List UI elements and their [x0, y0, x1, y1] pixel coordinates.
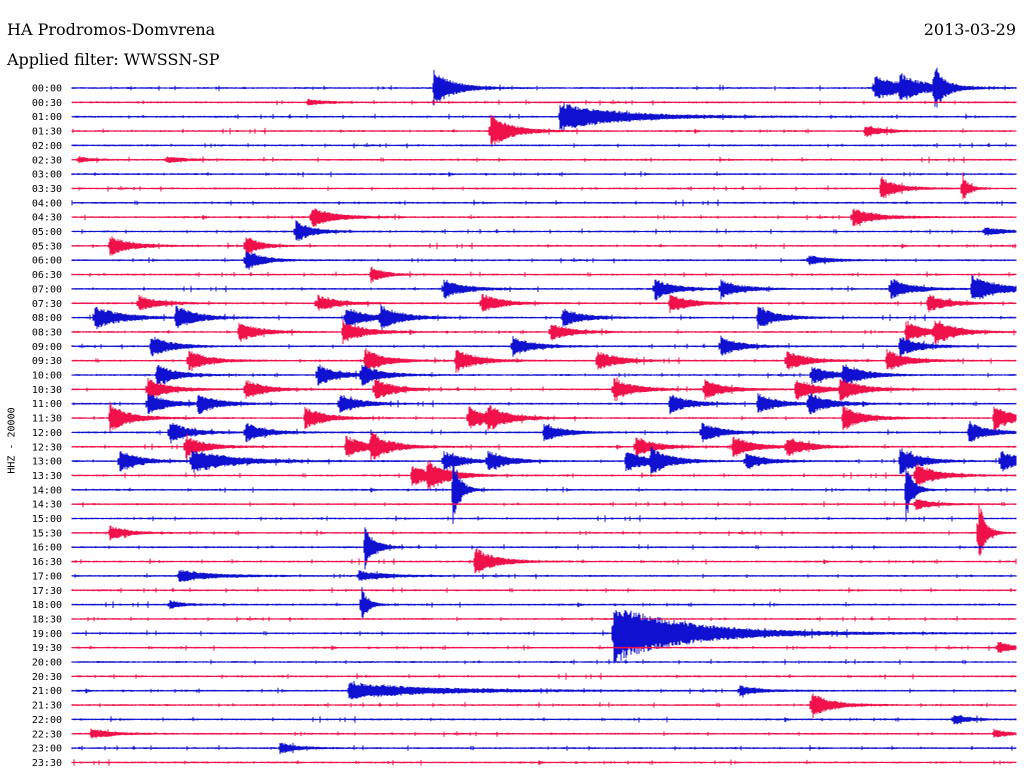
row-label-0600: 06:00	[32, 256, 62, 267]
row-label-0130: 01:30	[32, 127, 62, 138]
row-label-0500: 05:00	[32, 227, 62, 238]
row-label-1230: 12:30	[32, 442, 62, 453]
row-label-2330: 23:30	[32, 758, 62, 769]
row-label-1000: 10:00	[32, 371, 62, 382]
row-label-2100: 21:00	[32, 686, 62, 697]
trace-row-1900	[71, 610, 1017, 664]
row-label-0230: 02:30	[32, 155, 62, 166]
row-label-1700: 17:00	[32, 571, 62, 582]
trace-row-1630	[71, 548, 1017, 574]
trace-row-2100	[71, 681, 1017, 700]
row-label-1730: 17:30	[32, 586, 62, 597]
trace-row-2130	[71, 693, 1017, 719]
row-label-0030: 00:30	[32, 98, 62, 109]
row-label-0400: 04:00	[32, 198, 62, 209]
row-label-1300: 13:00	[32, 457, 62, 468]
row-label-0730: 07:30	[32, 299, 62, 310]
row-label-1830: 18:30	[32, 614, 62, 625]
row-label-1200: 12:00	[32, 428, 62, 439]
row-label-1600: 16:00	[32, 543, 62, 554]
row-label-1330: 13:30	[32, 471, 62, 482]
trace-row-0700	[71, 275, 1017, 301]
row-label-1900: 19:00	[32, 629, 62, 640]
row-label-2000: 20:00	[32, 658, 62, 669]
trace-row-1800	[71, 587, 1017, 619]
row-label-2030: 20:30	[32, 672, 62, 683]
row-label-1100: 11:00	[32, 399, 62, 410]
row-label-2130: 21:30	[32, 701, 62, 712]
row-label-0530: 05:30	[32, 241, 62, 252]
row-label-0700: 07:00	[32, 284, 62, 295]
row-label-0930: 09:30	[32, 356, 62, 367]
trace-row-0330	[71, 172, 1017, 200]
row-label-0100: 01:00	[32, 112, 62, 123]
trace-row-0530	[71, 236, 1017, 258]
row-label-2230: 22:30	[32, 729, 62, 740]
row-label-1630: 16:30	[32, 557, 62, 568]
row-label-0630: 06:30	[32, 270, 62, 281]
row-label-1430: 14:30	[32, 500, 62, 511]
row-label-1130: 11:30	[32, 414, 62, 425]
row-label-0300: 03:00	[32, 170, 62, 181]
row-label-0900: 09:00	[32, 342, 62, 353]
row-label-2200: 22:00	[32, 715, 62, 726]
row-label-0000: 00:00	[32, 84, 62, 95]
row-label-2300: 23:00	[32, 744, 62, 755]
trace-row-1430	[71, 499, 1017, 511]
trace-row-0500	[71, 220, 1017, 241]
row-label-0200: 02:00	[32, 141, 62, 152]
trace-row-1300	[71, 447, 1017, 474]
trace-row-0430	[71, 208, 1017, 227]
row-label-0430: 04:30	[32, 213, 62, 224]
station-title: HA Prodromos-Domvrena	[7, 20, 216, 39]
row-label-1500: 15:00	[32, 514, 62, 525]
row-label-1930: 19:30	[32, 643, 62, 654]
plot-date: 2013-03-29	[923, 20, 1016, 39]
row-label-0330: 03:30	[32, 184, 62, 195]
row-label-1800: 18:00	[32, 600, 62, 611]
row-label-0830: 08:30	[32, 327, 62, 338]
row-label-1530: 15:30	[32, 528, 62, 539]
row-label-1400: 14:00	[32, 485, 62, 496]
row-label-1030: 10:30	[32, 385, 62, 396]
row-label-0800: 08:00	[32, 313, 62, 324]
filter-label: Applied filter: WWSSN-SP	[7, 50, 220, 69]
